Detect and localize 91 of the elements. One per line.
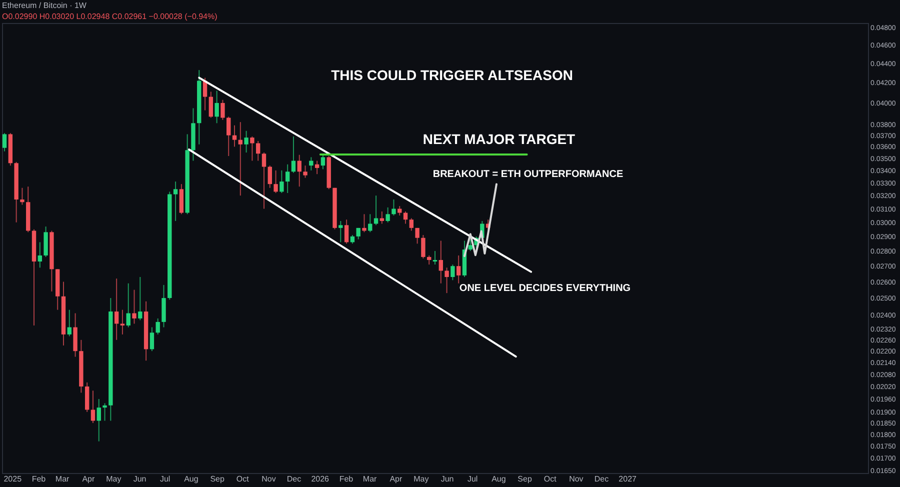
candlestick bbox=[421, 234, 426, 259]
candlestick bbox=[374, 195, 378, 226]
candlestick bbox=[285, 164, 290, 194]
x-tick-label: Jul bbox=[467, 474, 478, 484]
x-tick-label: Jun bbox=[133, 474, 146, 484]
candlestick bbox=[380, 210, 384, 224]
candlestick bbox=[179, 184, 184, 215]
x-tick-label: Dec bbox=[286, 474, 302, 484]
candlestick bbox=[297, 154, 302, 188]
candlestick bbox=[409, 218, 414, 232]
candlestick bbox=[468, 238, 472, 252]
candlestick bbox=[238, 122, 243, 196]
candlestick bbox=[150, 326, 154, 352]
annotation: BREAKOUT = ETH OUTPERFORMANCE bbox=[432, 169, 624, 180]
candlestick bbox=[114, 278, 119, 340]
candlestick bbox=[444, 267, 449, 294]
x-tick-label: May bbox=[414, 474, 429, 484]
candlestick bbox=[132, 289, 136, 324]
x-tick-label: Dec bbox=[594, 474, 609, 484]
x-tick-label: Jul bbox=[160, 474, 170, 484]
candlestick bbox=[392, 198, 396, 216]
candlestick bbox=[226, 116, 231, 157]
candlestick bbox=[126, 282, 130, 328]
x-tick-label: Oct bbox=[236, 474, 250, 484]
candlestick bbox=[386, 206, 390, 223]
chart-title: Ethereum / Bitcoin · 1W bbox=[2, 1, 87, 10]
x-tick-label: Nov bbox=[569, 474, 584, 484]
x-tick-label: Jun bbox=[440, 474, 454, 484]
annotation: THIS COULD TRIGGER ALTSEASON bbox=[331, 67, 573, 83]
x-tick-label: 2025 bbox=[4, 474, 22, 484]
candlestick bbox=[102, 402, 107, 422]
candlestick bbox=[268, 165, 272, 188]
x-tick-label: Apr bbox=[82, 474, 95, 484]
x-tick-label: Sep bbox=[210, 474, 225, 484]
candlestick bbox=[84, 382, 90, 412]
candlestick bbox=[214, 90, 219, 124]
annotation: NEXT MAJOR TARGET bbox=[422, 131, 576, 147]
candlestick bbox=[156, 318, 160, 335]
candlestick bbox=[303, 165, 308, 178]
candlestick bbox=[427, 254, 432, 266]
candlestick bbox=[274, 170, 278, 194]
x-tick-label: Aug bbox=[184, 474, 198, 484]
x-tick-label: 2027 bbox=[618, 474, 638, 484]
candlestick bbox=[256, 140, 260, 162]
candlestick bbox=[314, 160, 320, 175]
x-tick-label: May bbox=[106, 474, 122, 484]
candlestick bbox=[432, 250, 438, 266]
candlestick bbox=[438, 240, 443, 284]
candlestick bbox=[67, 309, 72, 337]
x-tick-label: Sep bbox=[518, 474, 532, 484]
candlestick bbox=[244, 130, 248, 153]
candlestick bbox=[309, 156, 314, 171]
x-tick-label: Oct bbox=[544, 474, 558, 484]
candlestick bbox=[262, 152, 266, 210]
candlestick bbox=[73, 312, 78, 358]
candlestick bbox=[291, 136, 296, 174]
candlestick bbox=[2, 132, 7, 152]
candlestick bbox=[362, 214, 366, 233]
candlestick bbox=[398, 206, 402, 216]
candlestick bbox=[250, 136, 254, 162]
candlestick bbox=[368, 214, 372, 233]
x-tick-label: Mar bbox=[362, 474, 378, 484]
x-tick-label: Feb bbox=[339, 474, 354, 484]
annotation: ONE LEVEL DECIDES EVERYTHING bbox=[459, 283, 631, 294]
candlestick bbox=[450, 264, 455, 281]
candlestick bbox=[44, 226, 48, 258]
candlestick bbox=[138, 276, 142, 321]
candlestick bbox=[90, 390, 96, 424]
candlestick bbox=[320, 154, 326, 170]
x-tick-label: 2026 bbox=[311, 474, 330, 484]
x-tick-label: Nov bbox=[262, 474, 276, 484]
candlestick bbox=[96, 398, 101, 442]
candlestick bbox=[280, 170, 284, 194]
candlestick bbox=[173, 181, 178, 222]
candlestick bbox=[456, 254, 461, 284]
candlestick bbox=[220, 99, 225, 120]
candlestick bbox=[403, 210, 408, 224]
candlestick bbox=[38, 242, 42, 268]
candlestick bbox=[208, 91, 214, 118]
candlestick bbox=[415, 227, 420, 244]
candlestick bbox=[344, 219, 349, 244]
candlestick bbox=[20, 187, 24, 206]
candlestick bbox=[162, 284, 166, 328]
x-tick-label: Feb bbox=[32, 474, 46, 484]
candlestick bbox=[338, 220, 343, 243]
x-tick-label: Mar bbox=[55, 474, 70, 484]
candlestick bbox=[232, 124, 237, 148]
x-tick-label: Aug bbox=[492, 474, 506, 484]
candlestick bbox=[120, 309, 125, 335]
x-tick-label: Apr bbox=[390, 474, 402, 484]
chart-subtitle: O0.02990 H0.03020 L0.02948 C0.02961 −0.00028 (−0.94%) bbox=[2, 12, 218, 21]
